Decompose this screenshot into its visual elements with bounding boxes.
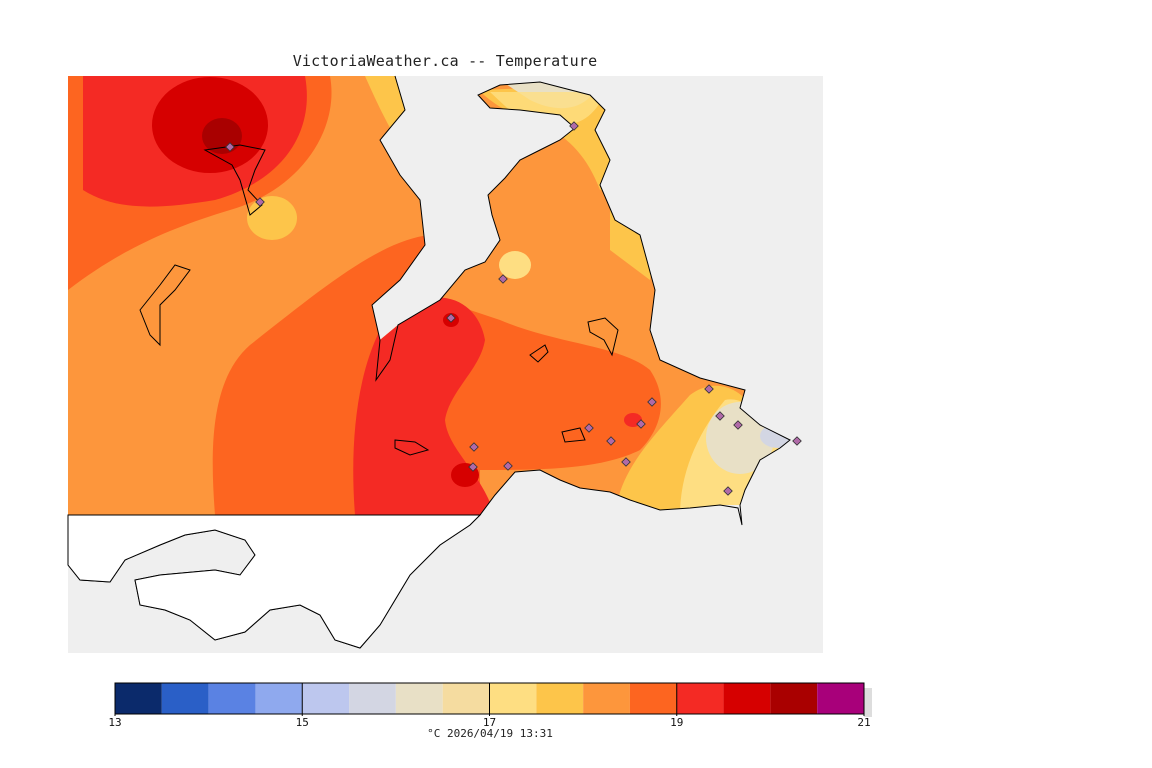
legend-bin-12 (629, 683, 677, 714)
legend-bin-13 (676, 683, 724, 714)
station-marker-16[interactable] (503, 461, 513, 471)
legend-tick-label-13: 13 (108, 716, 121, 729)
station-marker-11[interactable] (584, 423, 594, 433)
station-marker-3[interactable] (569, 121, 579, 131)
legend-unit-and-timestamp: °C 2026/04/19 13:31 (427, 727, 553, 740)
legend-bin-6 (349, 683, 396, 714)
station-marker-7[interactable] (647, 397, 657, 407)
legend-tick-label-21: 21 (857, 716, 870, 729)
station-marker-18[interactable] (792, 436, 802, 446)
weather-stations[interactable] (225, 121, 802, 496)
legend-bin-5 (302, 683, 350, 714)
legend-bin-11 (583, 683, 630, 714)
station-marker-4[interactable] (498, 274, 508, 284)
station-marker-1[interactable] (225, 142, 235, 152)
legend-bin-9 (489, 683, 537, 714)
station-marker-14[interactable] (621, 457, 631, 467)
legend-tick-label-19: 19 (670, 716, 683, 729)
legend-bin-1 (115, 683, 162, 714)
legend-bin-3 (208, 683, 256, 714)
station-marker-5[interactable] (446, 313, 456, 323)
station-marker-10[interactable] (636, 419, 646, 429)
station-marker-15[interactable] (468, 462, 478, 472)
station-marker-2[interactable] (255, 197, 265, 207)
station-marker-12[interactable] (606, 436, 616, 446)
legend-bin-16 (817, 683, 864, 714)
legend-bin-8 (442, 683, 490, 714)
legend-bin-14 (723, 683, 771, 714)
legend-bin-10 (536, 683, 584, 714)
station-marker-17[interactable] (723, 486, 733, 496)
legend-shadow (864, 688, 872, 717)
map-title: VictoriaWeather.ca -- Temperature (292, 52, 598, 70)
station-marker-8[interactable] (715, 411, 725, 421)
station-marker-6[interactable] (704, 384, 714, 394)
legend-bin-15 (770, 683, 818, 714)
legend-tick-label-17: 17 (483, 716, 496, 729)
station-marker-13[interactable] (469, 442, 479, 452)
station-marker-9[interactable] (733, 420, 743, 430)
legend-bin-7 (395, 683, 443, 714)
unanalyzed-land (67, 514, 482, 649)
legend-bin-2 (161, 683, 209, 714)
legend-bin-4 (255, 683, 303, 714)
legend-tick-label-15: 15 (296, 716, 309, 729)
